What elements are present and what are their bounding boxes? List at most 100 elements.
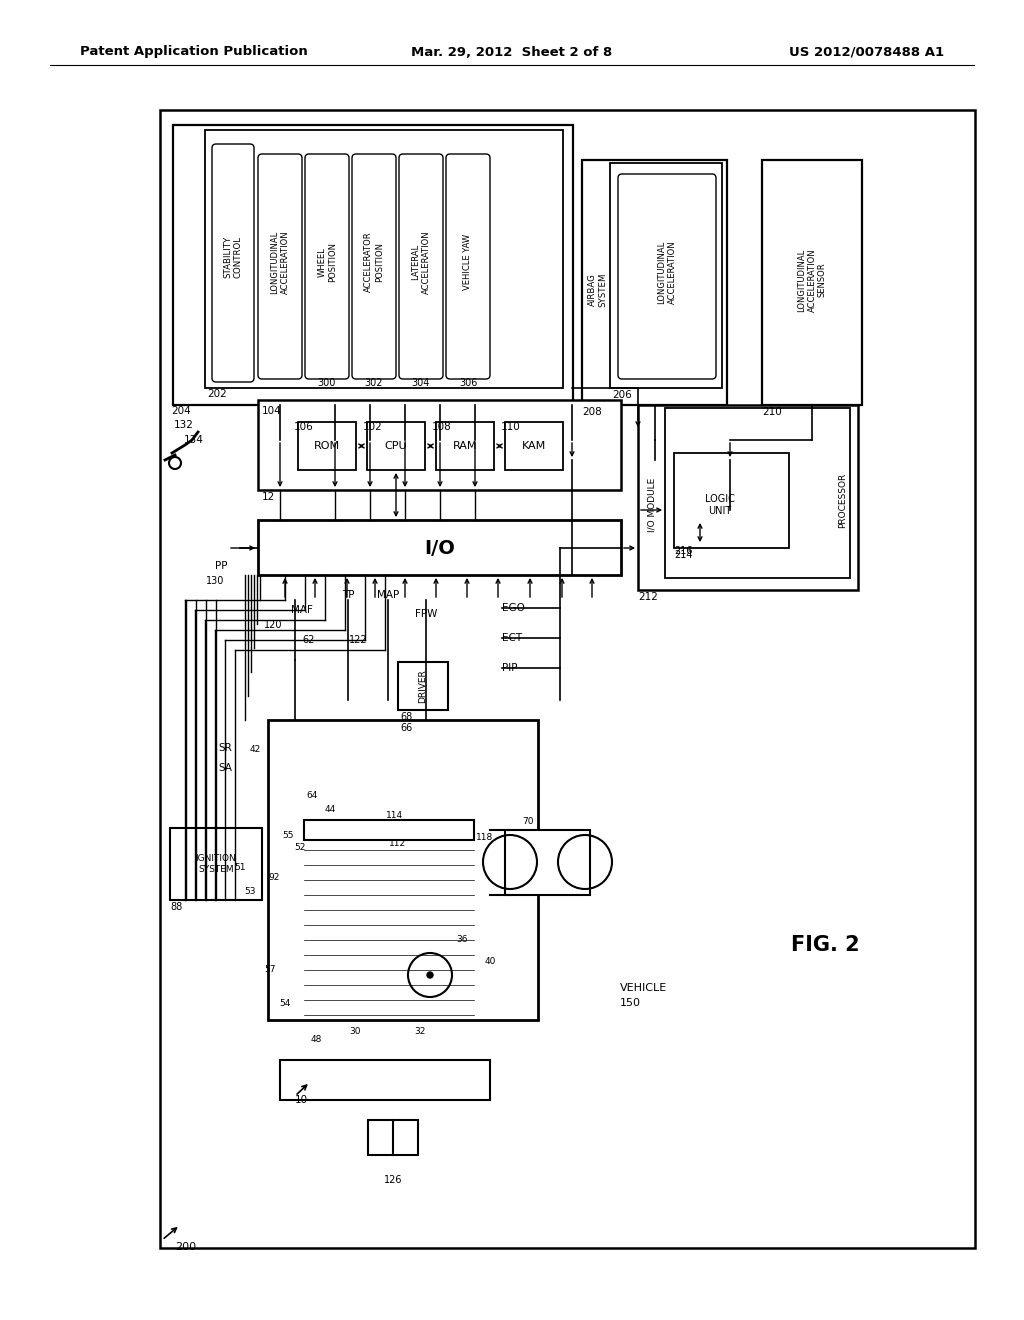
Text: 55: 55 (283, 830, 294, 840)
Text: 51: 51 (234, 863, 246, 873)
Text: 66: 66 (400, 723, 413, 733)
Text: 110: 110 (501, 422, 521, 432)
Text: RAM: RAM (453, 441, 477, 451)
FancyBboxPatch shape (305, 154, 349, 379)
Text: PP: PP (215, 561, 228, 572)
Text: CPU: CPU (385, 441, 408, 451)
Bar (160, 110, 975, 1247)
Text: 120: 120 (264, 620, 283, 630)
Text: 36: 36 (457, 936, 468, 945)
Bar (205, 129, 563, 388)
Text: 106: 106 (294, 422, 313, 432)
FancyBboxPatch shape (258, 154, 302, 379)
Bar (505, 830, 590, 895)
Text: 122: 122 (349, 635, 368, 645)
Bar (173, 125, 573, 405)
Bar (582, 160, 727, 405)
Text: 102: 102 (362, 422, 383, 432)
Text: 54: 54 (280, 998, 291, 1007)
Text: 10: 10 (295, 1096, 308, 1105)
Text: FIG. 2: FIG. 2 (791, 935, 859, 954)
Text: 108: 108 (432, 422, 452, 432)
Text: AIRBAG
SYSTEM: AIRBAG SYSTEM (589, 273, 607, 308)
FancyBboxPatch shape (618, 174, 716, 379)
Text: 30: 30 (349, 1027, 360, 1036)
Text: 88: 88 (170, 902, 182, 912)
Bar (638, 405, 858, 590)
Text: 52: 52 (294, 843, 306, 853)
FancyBboxPatch shape (212, 144, 254, 381)
Text: 204: 204 (171, 407, 190, 416)
Text: MAF: MAF (291, 605, 313, 615)
Text: MAP: MAP (377, 590, 399, 601)
Bar (268, 719, 538, 1020)
Text: 134: 134 (184, 436, 204, 445)
Bar (665, 408, 850, 578)
Text: EGO: EGO (502, 603, 525, 612)
Text: VEHICLE: VEHICLE (620, 983, 668, 993)
Text: 92: 92 (268, 874, 280, 883)
Text: 130: 130 (206, 576, 224, 586)
Bar (398, 663, 449, 710)
FancyBboxPatch shape (399, 154, 443, 379)
Text: 302: 302 (365, 378, 383, 388)
Text: 208: 208 (582, 407, 602, 417)
Text: LATERAL
ACCELERATION: LATERAL ACCELERATION (412, 230, 431, 294)
Bar (280, 1060, 490, 1100)
Bar (610, 162, 722, 388)
Text: Patent Application Publication: Patent Application Publication (80, 45, 308, 58)
Text: 202: 202 (207, 389, 226, 399)
Text: 212: 212 (638, 591, 657, 602)
Text: FPW: FPW (415, 609, 437, 619)
Text: US 2012/0078488 A1: US 2012/0078488 A1 (788, 45, 944, 58)
Text: Mar. 29, 2012  Sheet 2 of 8: Mar. 29, 2012 Sheet 2 of 8 (412, 45, 612, 58)
Text: ROM: ROM (314, 441, 340, 451)
Text: LONGITUDINAL
ACCELERATION
SENSOR: LONGITUDINAL ACCELERATION SENSOR (797, 248, 827, 312)
Text: 300: 300 (317, 378, 336, 388)
Text: 306: 306 (459, 378, 477, 388)
Bar (298, 422, 356, 470)
Bar (367, 422, 425, 470)
Text: 304: 304 (412, 378, 430, 388)
Text: DRIVER: DRIVER (419, 669, 427, 702)
Text: 57: 57 (264, 965, 275, 974)
FancyBboxPatch shape (352, 154, 396, 379)
Text: 126: 126 (384, 1175, 402, 1185)
Text: KAM: KAM (522, 441, 546, 451)
Text: 200: 200 (175, 1242, 197, 1251)
Text: 44: 44 (325, 805, 336, 814)
Bar (368, 1119, 418, 1155)
Text: 40: 40 (484, 957, 496, 966)
Bar (505, 422, 563, 470)
Text: LONGITUDINAL
ACCELERATION: LONGITUDINAL ACCELERATION (657, 240, 677, 304)
Text: PROCESSOR: PROCESSOR (839, 473, 848, 528)
Text: 48: 48 (310, 1035, 322, 1044)
Text: 42: 42 (250, 746, 261, 755)
Bar (674, 453, 790, 548)
Text: 206: 206 (612, 389, 632, 400)
Text: 104: 104 (262, 407, 282, 416)
Text: 112: 112 (389, 838, 407, 847)
Bar (170, 828, 262, 900)
Text: VEHICLE YAW: VEHICLE YAW (464, 234, 472, 290)
Text: 150: 150 (620, 998, 641, 1008)
Bar (762, 160, 862, 405)
Bar (436, 422, 494, 470)
Text: LONGITUDINAL
ACCELERATION: LONGITUDINAL ACCELERATION (270, 230, 290, 294)
Text: 70: 70 (522, 817, 534, 826)
Text: 64: 64 (306, 791, 317, 800)
Text: 32: 32 (415, 1027, 426, 1036)
Text: WHEEL
POSITION: WHEEL POSITION (317, 242, 337, 282)
Text: I/O: I/O (425, 539, 456, 557)
Text: STABILITY
CONTROL: STABILITY CONTROL (223, 236, 243, 279)
Text: ACCELERATOR
POSITION: ACCELERATOR POSITION (365, 232, 384, 292)
Text: 210: 210 (762, 407, 781, 417)
Text: 132: 132 (174, 420, 194, 430)
Text: ECT: ECT (502, 634, 522, 643)
Text: PIP: PIP (502, 663, 517, 673)
Text: IGNITION
SYSTEM: IGNITION SYSTEM (196, 854, 237, 874)
Text: SR: SR (218, 743, 231, 752)
Text: LOGIC
UNIT: LOGIC UNIT (706, 494, 735, 516)
Text: SA: SA (218, 763, 232, 774)
Text: 214: 214 (674, 550, 692, 560)
